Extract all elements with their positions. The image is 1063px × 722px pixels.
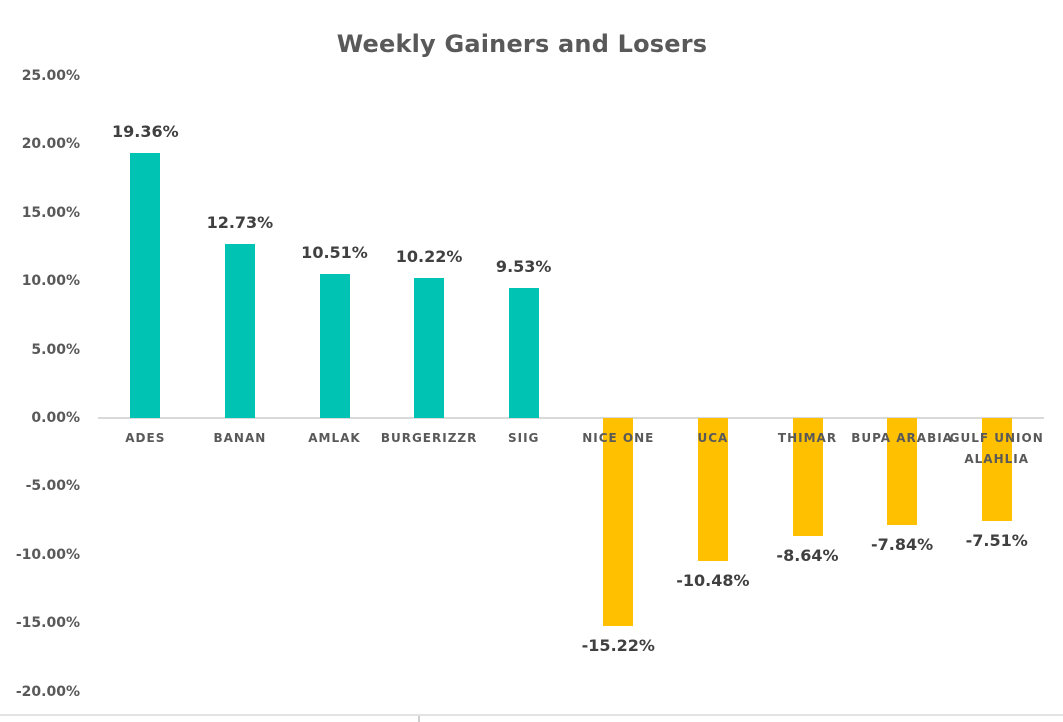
y-axis-tick-label: 5.00%: [31, 341, 80, 358]
worksheet-cell-divider: [418, 716, 420, 722]
data-label-burgerizzr: 10.22%: [395, 247, 463, 267]
bar-gulf-union-alahlia[interactable]: [981, 418, 1012, 521]
data-label-bupa-arabia: -7.84%: [871, 535, 934, 555]
bar-bupa-arabia[interactable]: [887, 418, 918, 526]
x-axis-line: [98, 417, 1044, 419]
data-label-gulf-union-alahlia: -7.51%: [965, 530, 1028, 550]
y-axis-tick-label: 10.00%: [21, 273, 80, 290]
bar-siig[interactable]: [508, 287, 539, 418]
chart-title: Weekly Gainers and Losers: [336, 30, 708, 58]
y-axis-tick-label: -15.00%: [15, 615, 80, 632]
category-label-uca: UCA: [697, 431, 729, 445]
y-axis-tick-label: 20.00%: [21, 136, 80, 153]
y-axis-tick-label: 0.00%: [31, 410, 80, 426]
bar-banan[interactable]: [224, 243, 255, 418]
y-axis-tick-label: 25.00%: [21, 68, 80, 84]
category-label-nice-one: NICE ONE: [582, 431, 655, 445]
category-label-siig: SIIG: [507, 431, 540, 445]
bar-thimar[interactable]: [792, 418, 823, 537]
bar-amlak[interactable]: [319, 274, 350, 418]
category-label-thimar: THIMAR: [777, 431, 838, 445]
data-label-uca: -10.48%: [676, 571, 750, 591]
data-label-siig: 9.53%: [495, 256, 552, 276]
data-label-ades: 19.36%: [111, 122, 179, 142]
y-axis-tick-label: -10.00%: [15, 546, 80, 563]
y-axis-tick-label: -20.00%: [15, 683, 80, 700]
category-label-burgerizzr: BURGERIZZR: [380, 431, 478, 445]
category-label-ades: ADES: [125, 431, 166, 445]
y-axis-tick-label: 15.00%: [21, 204, 80, 221]
bar-uca[interactable]: [697, 418, 728, 562]
category-label-bupa-arabia: BUPA ARABIA: [851, 431, 953, 445]
bar-burgerizzr[interactable]: [414, 278, 445, 418]
data-label-banan: 12.73%: [206, 212, 274, 232]
category-label-banan: BANAN: [213, 431, 267, 445]
category-label-amlak: AMLAK: [308, 431, 361, 445]
data-label-amlak: 10.51%: [301, 243, 368, 263]
data-label-nice-one: -15.22%: [581, 636, 655, 656]
bar-ades[interactable]: [130, 153, 161, 418]
bar-nice-one[interactable]: [603, 418, 634, 627]
y-axis-tick-label: -5.00%: [25, 478, 80, 495]
data-label-thimar: -8.64%: [776, 546, 839, 566]
worksheet-gridline: [0, 714, 1063, 716]
category-label-gulf-union-alahlia: GULF UNION ALAHLIA: [949, 431, 1044, 466]
